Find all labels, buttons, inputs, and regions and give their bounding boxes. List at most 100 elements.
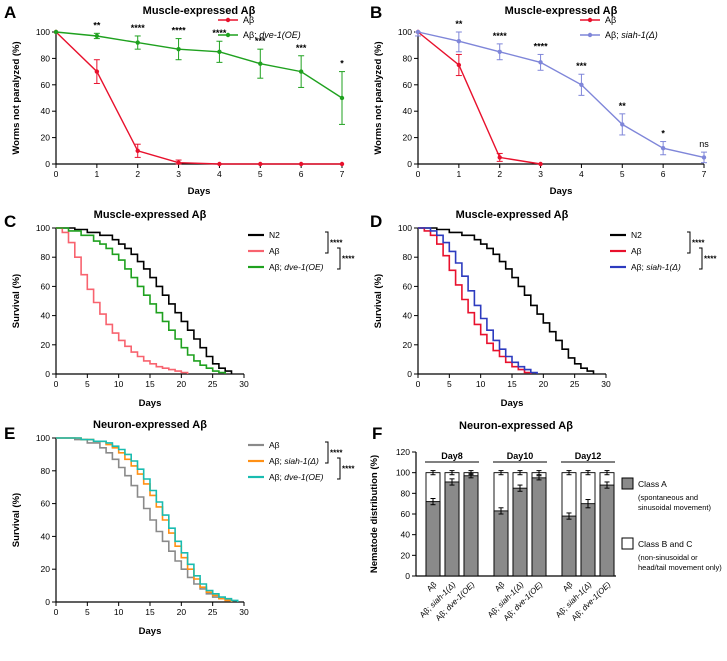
data-point (94, 33, 100, 39)
y-tick-label: 120 (396, 447, 410, 457)
y-tick-label: 80 (403, 53, 413, 63)
legend-marker (225, 17, 231, 23)
chart-title: Muscle-expressed Aβ (94, 209, 207, 221)
comparison-bracket (325, 231, 329, 254)
data-point (217, 49, 222, 54)
x-tick-label: 0 (416, 379, 421, 389)
x-tick-label: 20 (539, 379, 549, 389)
data-point (339, 95, 345, 101)
chart-panel-c: 0 20 40 60 80 100 0 5 10 15 20 25 30 Muscle-expressed… (11, 209, 355, 409)
panel-letter-a: A (4, 3, 17, 22)
legend-marker (587, 17, 593, 23)
y-axis-label: Survival (%) (11, 493, 22, 547)
x-tick-label: 3 (176, 169, 181, 179)
y-tick-label: 20 (403, 133, 413, 143)
x-tick-label: 30 (601, 379, 611, 389)
y-tick-label: 80 (403, 252, 413, 262)
legend-label: Aβ (269, 440, 280, 450)
y-tick-label: 40 (401, 530, 411, 540)
y-tick-label: 0 (45, 159, 50, 169)
legend-label: Aβ; dve-1(OE) (269, 262, 324, 272)
panel-letter-e: E (4, 424, 16, 443)
y-tick-label: 40 (403, 106, 413, 116)
significance-marker: * (340, 59, 344, 69)
survival-curve (56, 227, 189, 374)
x-tick-label: 30 (239, 607, 249, 617)
y-axis-label: Survival (%) (373, 274, 384, 328)
chart-panel-b: 0 20 40 60 80 100 0 1 2 3 4 5 6 7 Muscle-expressed Aβ D… (373, 5, 709, 197)
x-tick-label: 25 (208, 607, 218, 617)
comparison-bracket (325, 441, 329, 464)
series-line (55, 31, 342, 165)
x-tick-label: 4 (217, 169, 222, 179)
survival-curve (418, 227, 538, 374)
comparison-bracket (337, 247, 341, 270)
survival-curve (418, 227, 532, 374)
x-tick-label: 5 (620, 169, 625, 179)
x-tick-label: 2 (497, 169, 502, 179)
data-point (339, 161, 345, 167)
significance-marker: ns (699, 139, 709, 149)
chart-panel-a: 0 20 40 60 80 100 0 1 2 3 4 5 6 7 Muscle-expressed Aβ D… (11, 5, 345, 197)
legend-label: Class B and C (638, 539, 692, 549)
data-point (94, 69, 100, 74)
y-tick-label: 20 (41, 564, 51, 574)
y-tick-label: 100 (398, 27, 412, 37)
bar-class-a (580, 503, 596, 577)
significance-marker: **** (212, 28, 227, 38)
data-point (497, 49, 502, 54)
x-tick-label: 0 (54, 379, 59, 389)
x-tick-label: 0 (54, 607, 59, 617)
y-tick-label: 0 (405, 571, 410, 581)
series-line (417, 31, 705, 159)
data-point (135, 40, 140, 45)
significance-marker: **** (704, 255, 717, 264)
y-tick-label: 60 (41, 80, 51, 90)
chart-panel-f: 0 20 40 60 80 100 120 Neuron-expressed Aβ Nemato… (369, 420, 722, 623)
significance-marker: **** (330, 449, 343, 458)
significance-marker: **** (534, 41, 549, 51)
x-tick-label: 30 (239, 379, 249, 389)
x-tick-label: 25 (570, 379, 580, 389)
y-tick-label: 60 (401, 509, 411, 519)
chart-title: Muscle-expressed Aβ (505, 5, 618, 17)
x-tick-label: 1 (456, 169, 461, 179)
data-point (176, 160, 181, 165)
x-tick-label: 7 (702, 169, 707, 179)
data-point (538, 60, 543, 65)
y-tick-label: 100 (36, 433, 50, 443)
group-label: Day10 (507, 451, 534, 461)
series-line (55, 31, 343, 99)
x-tick-label: 0 (416, 169, 421, 179)
x-axis-label: Days (139, 398, 162, 409)
y-axis-label: Worms not paralyzed (%) (11, 41, 22, 154)
survival-curve (418, 227, 595, 374)
x-tick-label: 10 (476, 379, 486, 389)
legend-label: Aβ; siah-1(Δ) (605, 30, 658, 40)
significance-marker: **** (131, 23, 146, 33)
comparison-bracket (687, 231, 691, 254)
panel-letter-c: C (4, 212, 17, 231)
group-label: Day8 (441, 451, 463, 461)
legend-label: Aβ (605, 15, 616, 25)
x-tick-label: 20 (177, 607, 187, 617)
data-point (258, 61, 263, 66)
y-tick-label: 100 (398, 223, 412, 233)
x-tick-label: 10 (114, 607, 124, 617)
y-tick-label: 100 (396, 468, 410, 478)
x-tick-label: 5 (85, 607, 90, 617)
legend-label: Class A (638, 479, 667, 489)
data-point (258, 161, 263, 167)
significance-marker: ** (619, 101, 627, 111)
data-point (53, 29, 59, 35)
legend-label: N2 (269, 230, 280, 240)
chart-panel-d: 0 20 40 60 80 100 0 5 10 15 20 25 30 Muscle-expressed… (373, 209, 717, 409)
y-tick-label: 0 (45, 369, 50, 379)
y-tick-label: 20 (403, 340, 413, 350)
x-tick-label: 1 (94, 169, 99, 179)
survival-curve (56, 437, 233, 602)
y-tick-label: 80 (41, 53, 51, 63)
x-tick-label: 20 (177, 379, 187, 389)
x-tick-label: 3 (538, 169, 543, 179)
